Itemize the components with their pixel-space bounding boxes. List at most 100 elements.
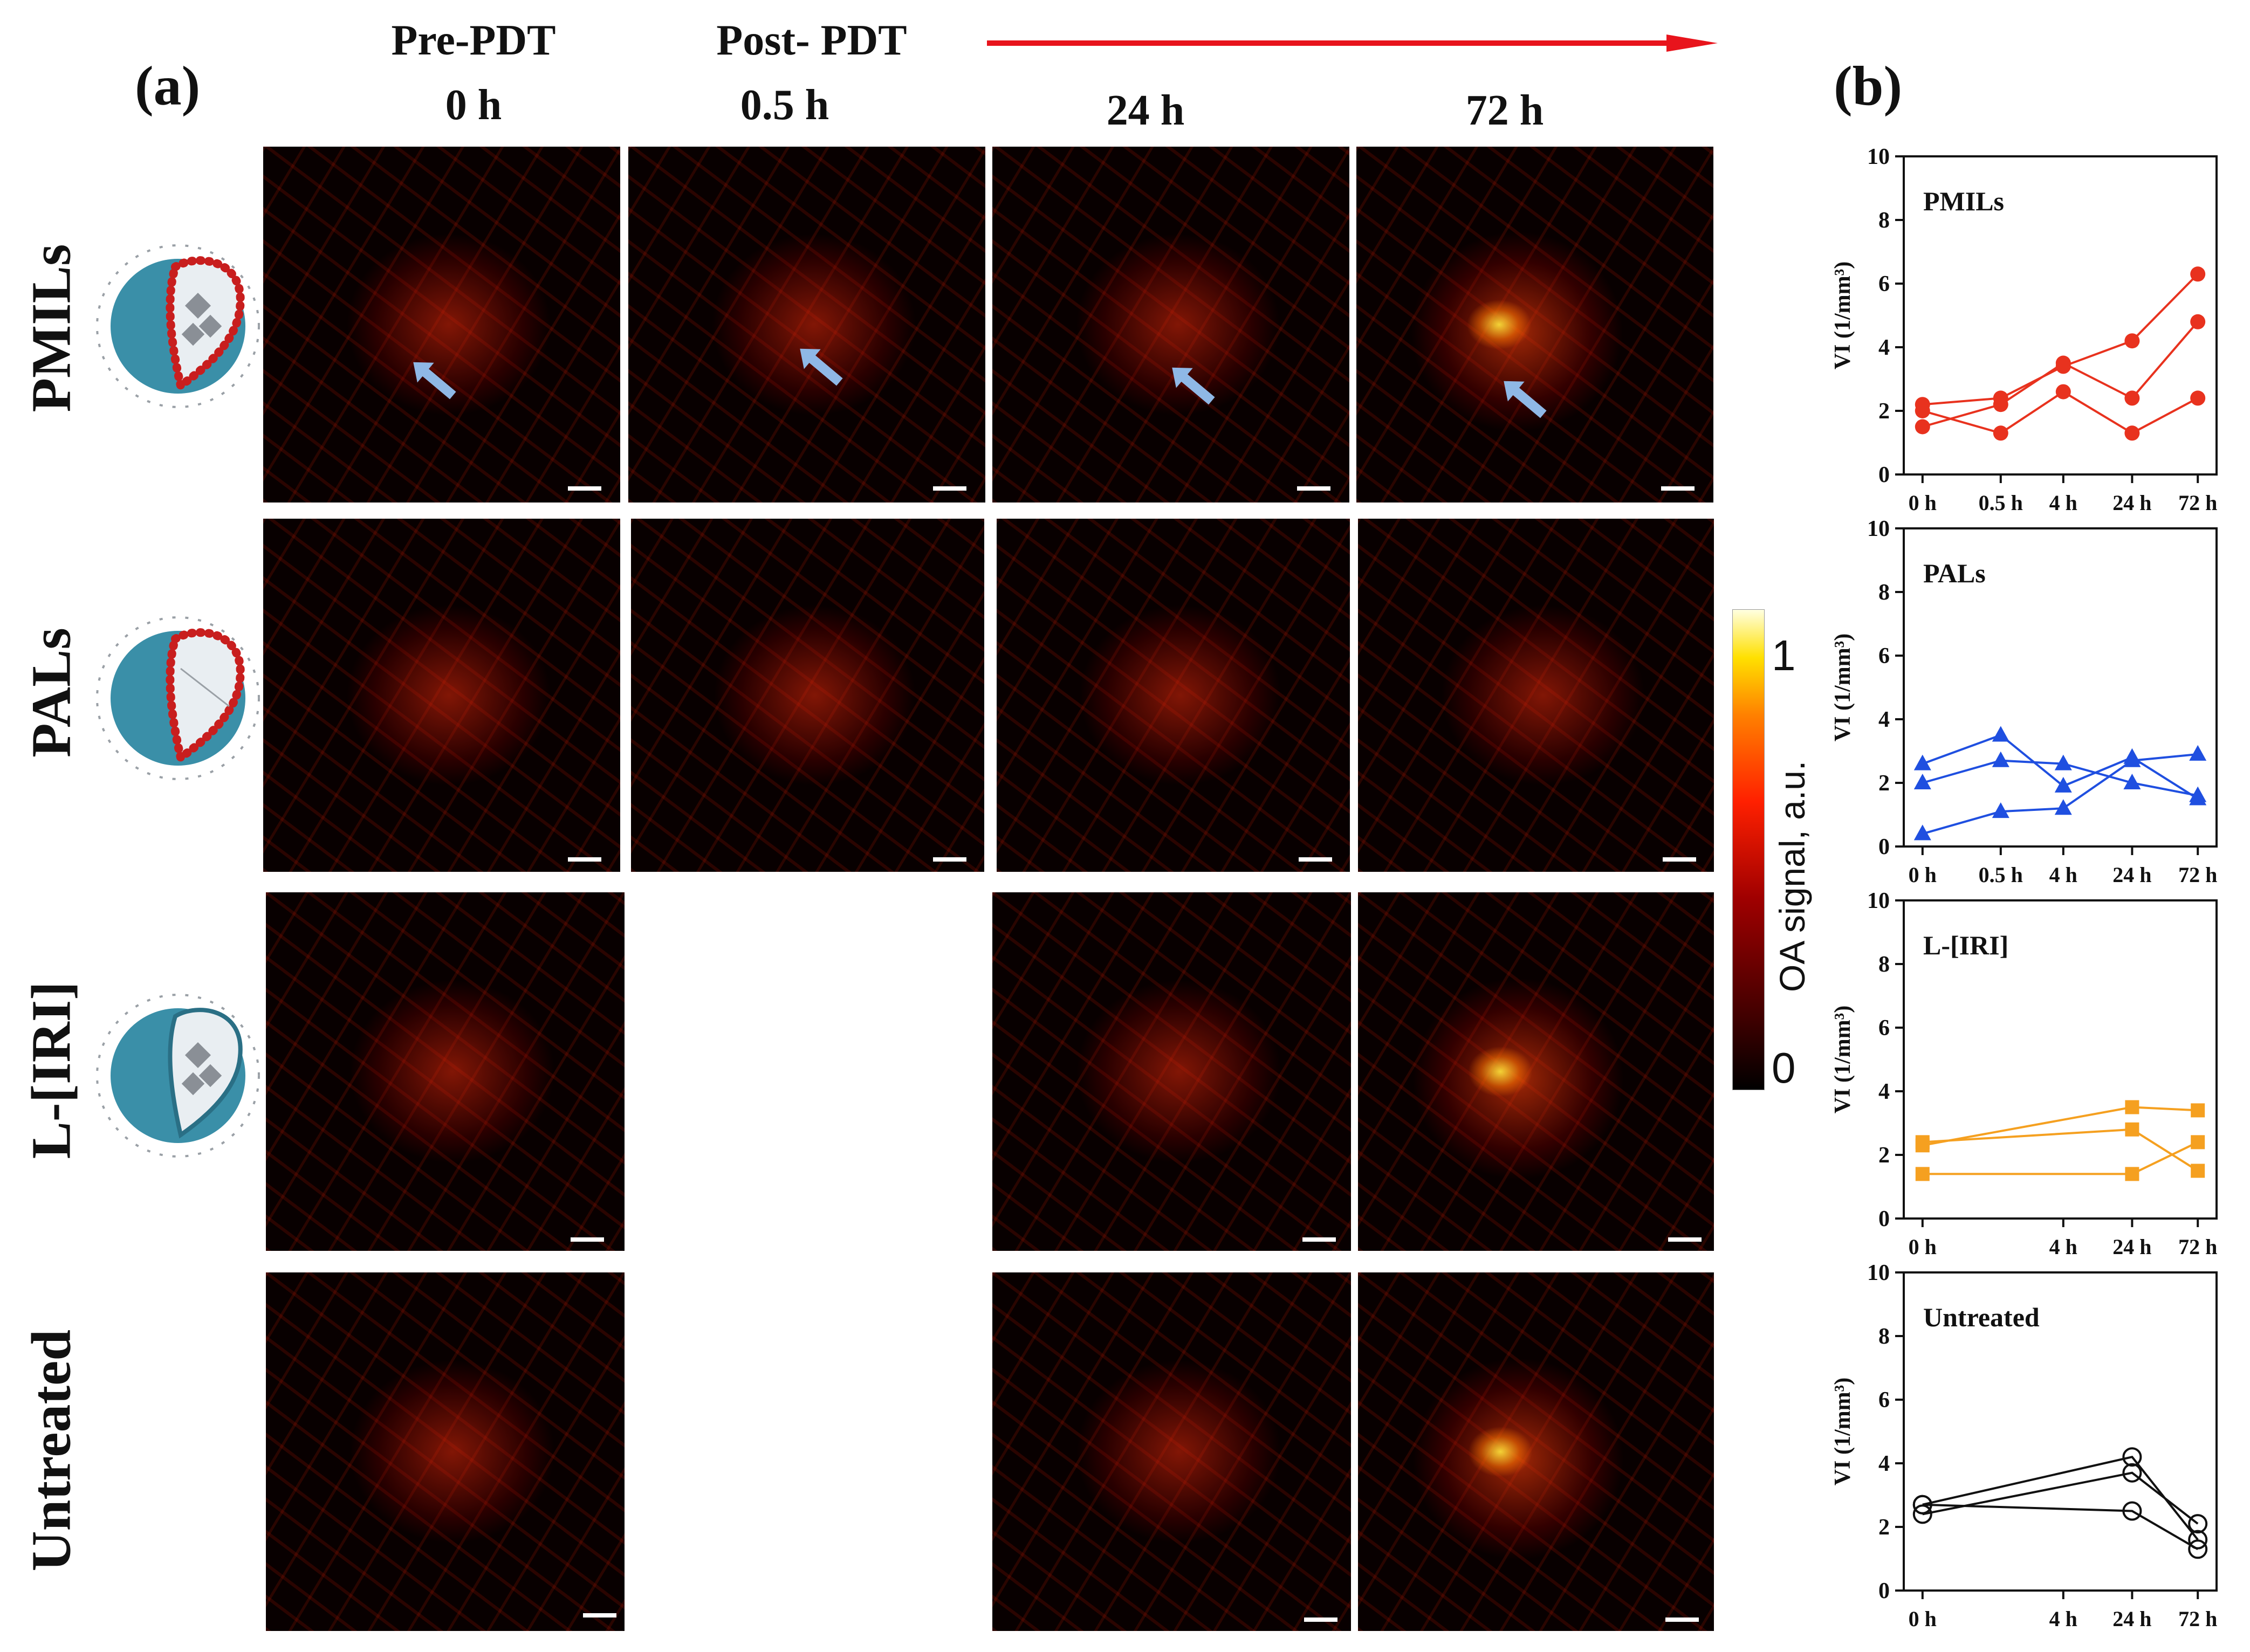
data-point: [2122, 1447, 2142, 1467]
y-tick-label: 0: [1878, 1579, 1890, 1603]
y-tick-label: 10: [1867, 1261, 1890, 1285]
row-label-untreated: Untreated: [20, 1329, 83, 1572]
chart-untreated: 0 2 4 6 8 10 0 h 4 h 24 h 72 h VI (1/mm³) Untreated: [1830, 1261, 2218, 1631]
series-line: [1922, 1128, 2199, 1172]
scale-bar: [933, 486, 966, 491]
colorbar-max-tick: 1: [1772, 631, 1796, 679]
panel-a-label: (a): [135, 55, 201, 117]
y-tick-label: 10: [1867, 889, 1890, 913]
marker-arrow-icon: [1179, 373, 1215, 405]
oa-image-pals-72h: [1358, 519, 1714, 872]
data-point: [2123, 774, 2141, 789]
row-label-pmils: PMILs: [20, 244, 83, 412]
x-tick-label: 24 h: [2112, 1607, 2151, 1631]
chart-pmils: 0 2 4 6 8 10 0 h 0.5 h 4 h 24 h 72 h VI (1/mm³) PMIL…: [1830, 144, 2218, 515]
panel-b-label: (b): [1834, 55, 1903, 117]
oa-image-l-iri-72h: [1358, 892, 1714, 1251]
scale-bar: [1668, 1237, 1702, 1242]
y-tick-label: 6: [1878, 1016, 1890, 1041]
y-tick-label: 8: [1878, 952, 1890, 977]
data-point: [1993, 397, 2008, 412]
plot-frame: [1903, 899, 2218, 1220]
data-point: [2125, 1167, 2139, 1181]
x-tick-label: 0 h: [1909, 1607, 1937, 1631]
y-tick-label: 2: [1878, 771, 1890, 796]
y-tick-label: 10: [1867, 144, 1890, 169]
header-time-0h: 0 h: [445, 81, 502, 129]
x-tick-label: 0.5 h: [1979, 491, 2023, 515]
data-point: [1993, 425, 2008, 441]
data-point: [2055, 355, 2071, 371]
x-tick-label: 72 h: [2178, 863, 2217, 887]
scale-bar: [568, 857, 601, 862]
oa-image-untreated-72h: [1358, 1272, 1714, 1631]
y-tick-label: 4: [1878, 707, 1890, 732]
data-point: [2190, 266, 2206, 282]
data-point: [1915, 1167, 1930, 1181]
data-point: [2054, 754, 2072, 770]
data-point: [2125, 1100, 2139, 1114]
data-point: [2188, 1514, 2208, 1534]
y-tick-label: 0: [1878, 1207, 1890, 1231]
data-point: [2055, 384, 2071, 400]
oa-image-pmils-24h: [992, 147, 1349, 503]
plot-frame: [1903, 155, 2218, 476]
oa-image-pals-0-5h: [631, 519, 984, 872]
x-tick-label: 72 h: [2178, 1607, 2217, 1631]
x-tick-label: 4 h: [2049, 863, 2077, 887]
data-point: [1913, 754, 1931, 770]
data-point: [2191, 1103, 2205, 1118]
data-point: [2191, 1135, 2205, 1149]
y-axis-label: VI (1/mm³): [1830, 634, 1855, 741]
data-point: [1992, 751, 2009, 767]
oa-image-pmils-0-5h: [628, 147, 985, 503]
chart-title: PALs: [1923, 558, 1986, 588]
data-point: [1915, 419, 1930, 435]
y-axis-label: VI (1/mm³): [1830, 1006, 1855, 1113]
colorbar-min-tick: 0: [1772, 1044, 1796, 1092]
y-tick-label: 8: [1878, 1324, 1890, 1349]
scale-bar: [1302, 1237, 1336, 1242]
oa-image-l-iri-24h: [992, 892, 1351, 1251]
pals-liposome-icon: [96, 616, 260, 780]
series-line: [1922, 1455, 2199, 1540]
x-tick-label: 72 h: [2178, 491, 2217, 515]
data-point: [2123, 751, 2141, 767]
y-tick-label: 6: [1878, 644, 1890, 669]
y-axis-label: VI (1/mm³): [1830, 1378, 1855, 1485]
scale-bar: [1663, 857, 1696, 862]
data-point: [2054, 799, 2072, 815]
y-tick-label: 6: [1878, 1388, 1890, 1413]
data-point: [2124, 390, 2140, 406]
scale-bar: [1661, 486, 1695, 491]
data-point: [1913, 824, 1931, 841]
x-tick-label: 24 h: [2112, 491, 2151, 515]
data-point: [2054, 776, 2072, 793]
oa-image-pals-24h: [997, 519, 1350, 872]
data-point: [1915, 1135, 1930, 1149]
header-time-24h: 24 h: [1106, 87, 1185, 134]
plot-frame: [1903, 527, 2218, 848]
y-axis-label: VI (1/mm³): [1830, 261, 1855, 369]
y-tick-label: 8: [1878, 208, 1890, 233]
series-line: [1922, 1471, 2199, 1525]
series-line: [1922, 1503, 2199, 1551]
l-iri-liposome-icon: [96, 994, 260, 1158]
marker-arrow-icon: [1511, 386, 1547, 418]
marker-arrow-icon: [421, 367, 456, 400]
data-point: [1912, 1495, 1932, 1515]
oa-image-pals-0h: [263, 519, 620, 872]
data-point: [2124, 425, 2140, 441]
y-tick-label: 2: [1878, 1515, 1890, 1540]
row-label-l-iri: L-[IRI]: [20, 981, 83, 1159]
data-point: [1913, 774, 1931, 789]
scale-bar: [583, 1613, 616, 1617]
data-point: [1992, 726, 2009, 742]
row-label-pals: PALs: [20, 628, 83, 758]
data-point: [2189, 786, 2207, 802]
scale-bar: [571, 1237, 604, 1242]
oa-image-untreated-24h: [992, 1272, 1351, 1631]
x-tick-label: 72 h: [2178, 1235, 2217, 1259]
oa-image-l-iri-0h: [266, 892, 625, 1251]
